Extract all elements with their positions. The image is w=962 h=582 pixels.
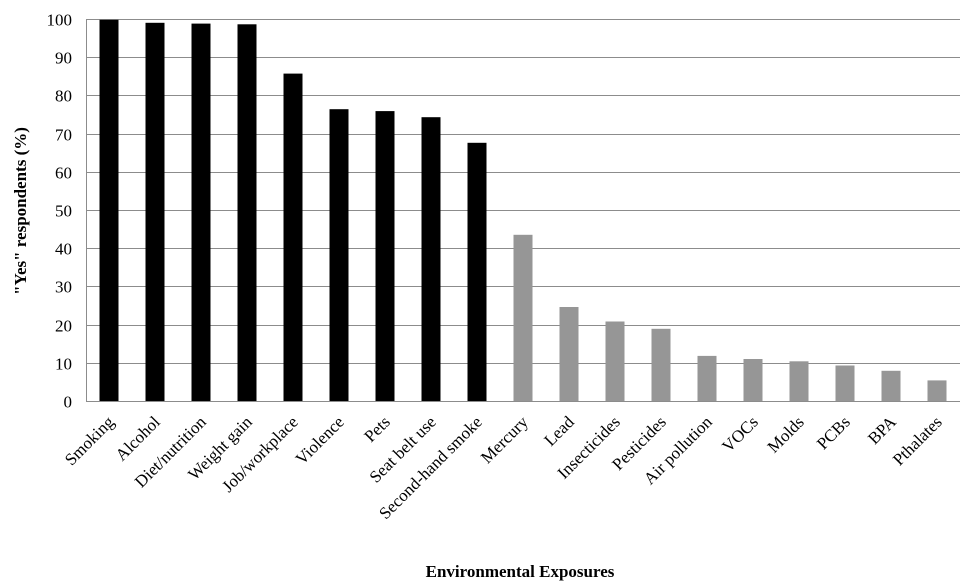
bar-weight-gain	[237, 24, 257, 402]
bar-second-hand-smoke	[467, 142, 487, 402]
x-tick-label: Pets	[360, 412, 393, 445]
x-tick-label: Pthalates	[889, 412, 946, 469]
bar-alcohol	[145, 22, 165, 402]
y-tick-label: 0	[64, 393, 73, 412]
bar-job-workplace	[283, 73, 303, 401]
bar-pets	[375, 111, 395, 401]
bar-seat-belt-use	[421, 117, 441, 401]
bar-violence	[329, 109, 349, 401]
x-tick-label: VOCs	[718, 412, 761, 455]
x-tick-label: PCBs	[813, 412, 854, 453]
bar-diet-nutrition	[191, 23, 211, 401]
x-tick-label: BPA	[864, 412, 900, 448]
y-axis-title: "Yes" respondents (%)	[11, 127, 30, 295]
y-tick-label: 80	[55, 87, 72, 106]
y-tick-label: 50	[55, 202, 72, 221]
bar-vocs	[743, 359, 763, 401]
bar-air-pollution	[697, 355, 717, 401]
y-tick-label: 40	[55, 240, 72, 259]
y-tick-label: 60	[55, 164, 72, 183]
bar-pesticides	[651, 328, 671, 401]
y-tick-label: 90	[55, 49, 72, 68]
x-tick-label: Smoking	[61, 412, 118, 469]
x-axis-title: Environmental Exposures	[426, 562, 615, 581]
x-tick-label: Violence	[292, 412, 348, 468]
y-tick-label: 100	[47, 11, 73, 30]
bar-lead	[559, 307, 579, 401]
y-tick-label: 10	[55, 355, 72, 374]
bar-insecticides	[605, 321, 625, 401]
y-tick-label: 70	[55, 126, 72, 145]
x-tick-label: Mercury	[477, 412, 532, 467]
bar-bpa	[881, 370, 901, 401]
bars	[99, 19, 947, 402]
bar-pcbs	[835, 365, 855, 401]
y-tick-label: 20	[55, 317, 72, 336]
bar-molds	[789, 361, 809, 401]
y-tick-labels: 0 10 20 30 40 50 60 70 80 90 100	[47, 11, 73, 412]
bar-smoking	[99, 19, 119, 402]
y-tick-label: 30	[55, 278, 72, 297]
x-tick-label: Molds	[764, 412, 808, 456]
x-tick-label: Lead	[540, 412, 578, 450]
bar-mercury	[513, 234, 533, 401]
bar-pthalates	[927, 380, 947, 401]
